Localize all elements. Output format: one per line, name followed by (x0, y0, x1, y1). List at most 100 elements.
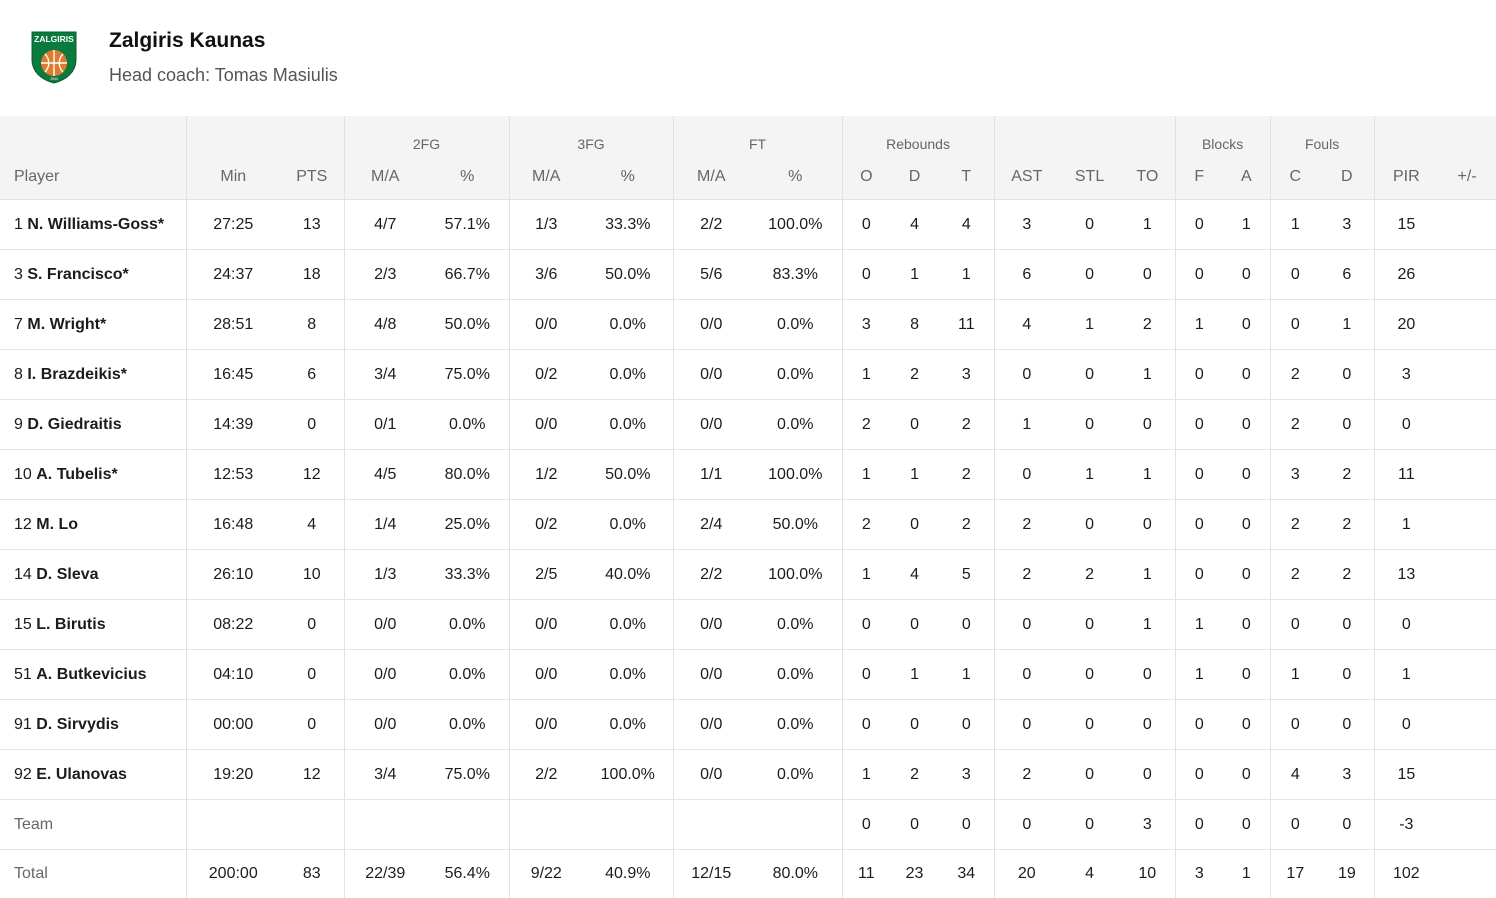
zalgiris-logo-icon: ZALGIRIS 1944 (30, 30, 78, 84)
col-header-player[interactable]: Player (0, 154, 186, 200)
col-header-assists[interactable]: AST (994, 154, 1059, 200)
stat-fouls-drawn: 19 (1320, 850, 1374, 898)
col-header-plus-minus[interactable]: +/- (1438, 154, 1496, 200)
stat-ft-pct (749, 800, 842, 850)
col-header-fouls-drawn[interactable]: D (1320, 154, 1374, 200)
stat-2fg-pct: 57.1% (426, 200, 509, 250)
col-header-turnovers[interactable]: TO (1120, 154, 1175, 200)
player-name-link[interactable]: N. Williams-Goss* (27, 216, 164, 233)
stat-fouls-committed: 2 (1270, 500, 1320, 550)
player-name-link[interactable]: M. Wright* (27, 316, 106, 333)
stat-pir: 3 (1374, 350, 1438, 400)
stat-assists: 3 (994, 200, 1059, 250)
stat-ft-made-attempted: 0/0 (673, 700, 749, 750)
stat-fouls-drawn: 2 (1320, 450, 1374, 500)
stat-turnovers: 1 (1120, 550, 1175, 600)
player-cell: 14 D. Sleva (0, 550, 186, 600)
col-header-steals[interactable]: STL (1059, 154, 1120, 200)
stat-assists: 2 (994, 550, 1059, 600)
col-header-min[interactable]: Min (186, 154, 280, 200)
stat-turnovers: 1 (1120, 600, 1175, 650)
team-name: Zalgiris Kaunas (109, 29, 265, 53)
stat-def-rebounds: 0 (890, 700, 939, 750)
stat-total-rebounds: 2 (939, 450, 994, 500)
stat-3fg-made-attempted: 1/2 (509, 450, 583, 500)
stat-turnovers: 0 (1120, 400, 1175, 450)
player-name-link[interactable]: L. Birutis (36, 616, 105, 633)
stat-def-rebounds: 0 (890, 800, 939, 850)
stat-blocks-for: 1 (1175, 600, 1223, 650)
stat-2fg-pct: 50.0% (426, 300, 509, 350)
stat-pts: 12 (280, 750, 344, 800)
stat-off-rebounds: 0 (842, 200, 890, 250)
stat-2fg-made-attempted: 1/4 (344, 500, 426, 550)
stat-turnovers: 0 (1120, 500, 1175, 550)
stat-2fg-pct: 0.0% (426, 700, 509, 750)
stat-assists: 2 (994, 750, 1059, 800)
stat-pts (280, 800, 344, 850)
stat-ft-made-attempted (673, 800, 749, 850)
col-header-pts[interactable]: PTS (280, 154, 344, 200)
player-cell: 7 M. Wright* (0, 300, 186, 350)
stat-ft-made-attempted: 12/15 (673, 850, 749, 898)
player-name-link[interactable]: I. Brazdeikis* (27, 366, 127, 383)
col-header-blocks-for[interactable]: F (1175, 154, 1223, 200)
col-header-blocks-against[interactable]: A (1223, 154, 1270, 200)
col-header-off-rebounds[interactable]: O (842, 154, 890, 200)
stat-2fg-pct: 80.0% (426, 450, 509, 500)
col-header-3fg-made-attempted[interactable]: M/A (509, 154, 583, 200)
stat-ft-made-attempted: 2/2 (673, 200, 749, 250)
stat-blocks-for: 0 (1175, 500, 1223, 550)
stat-pir: 0 (1374, 700, 1438, 750)
stat-ft-made-attempted: 5/6 (673, 250, 749, 300)
stat-off-rebounds: 0 (842, 700, 890, 750)
stat-plus-minus (1438, 500, 1496, 550)
col-header-total-rebounds[interactable]: T (939, 154, 994, 200)
stat-steals: 0 (1059, 250, 1120, 300)
stat-plus-minus (1438, 750, 1496, 800)
stat-fouls-drawn: 3 (1320, 750, 1374, 800)
stat-plus-minus (1438, 350, 1496, 400)
stat-total-rebounds: 0 (939, 800, 994, 850)
stat-off-rebounds: 1 (842, 450, 890, 500)
stat-2fg-made-attempted: 4/8 (344, 300, 426, 350)
stat-3fg-pct: 100.0% (583, 750, 673, 800)
stat-fouls-committed: 0 (1270, 300, 1320, 350)
player-cell: 1 N. Williams-Goss* (0, 200, 186, 250)
stat-3fg-made-attempted: 9/22 (509, 850, 583, 898)
player-name-link[interactable]: A. Butkevicius (36, 666, 146, 683)
player-name-link[interactable]: M. Lo (36, 516, 78, 533)
stat-min: 04:10 (186, 650, 280, 700)
player-name-link[interactable]: D. Sirvydis (36, 716, 119, 733)
player-name-link[interactable]: D. Giedraitis (27, 416, 121, 433)
col-header-def-rebounds[interactable]: D (890, 154, 939, 200)
col-header-ft-made-attempted[interactable]: M/A (673, 154, 749, 200)
col-header-fouls-committed[interactable]: C (1270, 154, 1320, 200)
stat-min: 08:22 (186, 600, 280, 650)
player-name-link[interactable]: D. Sleva (36, 566, 98, 583)
stat-assists: 1 (994, 400, 1059, 450)
jersey-number: 92 (14, 766, 32, 783)
col-header-3fg-pct[interactable]: % (583, 154, 673, 200)
col-header-2fg-made-attempted[interactable]: M/A (344, 154, 426, 200)
col-header-ft-pct[interactable]: % (749, 154, 842, 200)
jersey-number: 51 (14, 666, 32, 683)
player-name-link[interactable]: A. Tubelis* (36, 466, 118, 483)
stat-ft-made-attempted: 0/0 (673, 350, 749, 400)
stat-ft-pct: 0.0% (749, 300, 842, 350)
stat-2fg-pct: 0.0% (426, 400, 509, 450)
stat-fouls-committed: 2 (1270, 350, 1320, 400)
jersey-number: 14 (14, 566, 32, 583)
col-header-2fg-pct[interactable]: % (426, 154, 509, 200)
stat-2fg-made-attempted: 4/5 (344, 450, 426, 500)
stat-pir: 26 (1374, 250, 1438, 300)
player-name-link[interactable]: S. Francisco* (27, 266, 128, 283)
player-cell: 51 A. Butkevicius (0, 650, 186, 700)
player-name-link[interactable]: E. Ulanovas (36, 766, 127, 783)
stat-turnovers: 3 (1120, 800, 1175, 850)
col-header-pir[interactable]: PIR (1374, 154, 1438, 200)
stat-total-rebounds: 34 (939, 850, 994, 898)
